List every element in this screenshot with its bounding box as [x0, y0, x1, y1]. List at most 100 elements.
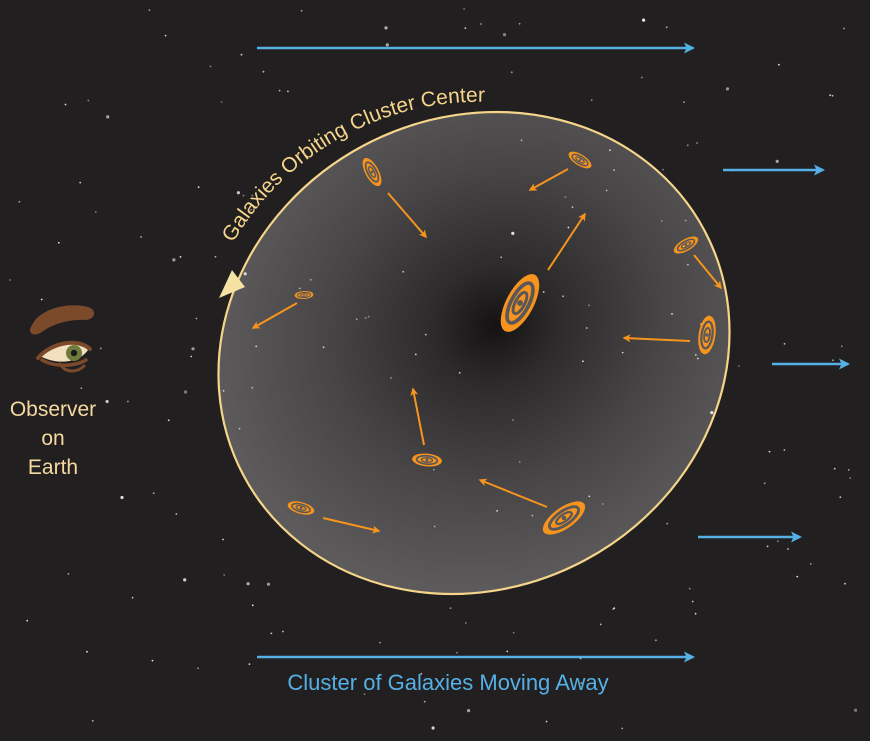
star-icon	[26, 619, 29, 622]
star-icon	[531, 514, 534, 517]
star-icon	[86, 650, 88, 653]
star-icon	[222, 389, 225, 392]
star-icon	[796, 575, 799, 578]
star-icon	[120, 495, 124, 500]
star-icon	[710, 411, 714, 415]
star-icon	[278, 89, 281, 92]
star-icon	[605, 189, 608, 192]
star-icon	[248, 663, 251, 665]
star-icon	[385, 43, 389, 47]
star-icon	[184, 390, 188, 394]
star-icon	[300, 9, 303, 12]
star-icon	[423, 700, 426, 703]
star-icon	[209, 65, 212, 68]
star-icon	[496, 510, 498, 512]
star-icon	[766, 545, 769, 548]
star-icon	[671, 313, 673, 315]
star-icon	[148, 9, 151, 12]
star-icon	[384, 26, 388, 30]
star-icon	[220, 101, 223, 103]
star-icon	[322, 346, 325, 349]
motion-arrow-icon	[251, 302, 298, 329]
star-icon	[167, 419, 170, 422]
star-icon	[18, 200, 21, 203]
motion-arrow-icon	[410, 387, 425, 446]
star-icon	[79, 181, 82, 184]
star-icon	[666, 522, 669, 525]
star-icon	[242, 194, 245, 197]
star-icon	[298, 287, 301, 290]
star-icon	[40, 298, 43, 301]
star-icon	[849, 477, 852, 479]
star-icon	[694, 612, 697, 615]
observer-eye	[30, 305, 95, 373]
star-icon	[567, 226, 570, 229]
motion-arrow-icon	[547, 212, 586, 271]
star-icon	[251, 386, 254, 389]
cluster-motion-arrows	[257, 42, 850, 663]
star-icon	[197, 667, 199, 670]
star-icon	[464, 622, 467, 624]
star-icon	[738, 365, 740, 367]
star-icon	[686, 144, 689, 147]
star-icon	[151, 659, 154, 662]
star-icon	[105, 399, 109, 404]
star-icon	[609, 149, 611, 152]
star-icon	[640, 76, 643, 79]
star-icon	[665, 26, 668, 29]
star-icon	[251, 604, 254, 607]
motion-arrow-icon	[322, 517, 381, 534]
star-icon	[402, 270, 405, 273]
star-icon	[660, 220, 663, 222]
star-icon	[571, 206, 574, 209]
star-icon	[684, 219, 687, 222]
star-icon	[506, 650, 509, 653]
star-icon	[127, 400, 129, 403]
star-icon	[414, 353, 417, 356]
star-icon	[809, 563, 812, 565]
star-icon	[775, 159, 779, 163]
star-icon	[520, 139, 523, 142]
star-icon	[243, 272, 247, 276]
star-icon	[179, 256, 182, 258]
star-icon	[99, 347, 102, 350]
star-icon	[431, 726, 435, 730]
star-icon	[518, 22, 521, 25]
star-icon	[363, 693, 366, 696]
star-icon	[195, 317, 198, 320]
star-icon	[250, 208, 253, 211]
star-icon	[152, 492, 155, 494]
star-icon	[238, 427, 241, 430]
motion-arrow-icon	[478, 478, 548, 508]
star-icon	[458, 371, 461, 374]
star-icon	[613, 169, 615, 172]
star-icon	[64, 103, 67, 106]
star-icon	[364, 317, 367, 319]
orbit-ellipse	[217, 110, 731, 596]
star-icon	[197, 186, 200, 189]
star-icon	[287, 90, 289, 93]
star-icon	[500, 256, 503, 259]
eyebrow-icon	[30, 305, 95, 335]
star-icon	[246, 582, 250, 586]
motion-arrow-icon	[693, 254, 722, 290]
star-icon	[588, 304, 590, 307]
star-icon	[696, 357, 699, 360]
bottom-caption: Cluster of Galaxies Moving Away	[287, 670, 609, 695]
star-icon	[449, 607, 452, 609]
star-icon	[379, 641, 381, 644]
star-icon	[106, 115, 110, 119]
star-icon	[191, 347, 195, 351]
star-icon	[696, 142, 698, 144]
star-icon	[67, 573, 70, 575]
eye-icon	[36, 340, 92, 373]
star-icon	[502, 33, 507, 37]
star-icon	[694, 354, 697, 356]
star-icon	[687, 263, 689, 266]
star-icon	[585, 327, 588, 329]
star-icon	[601, 503, 604, 505]
star-icon	[829, 94, 831, 97]
star-icon	[420, 672, 423, 675]
star-icon	[94, 211, 97, 213]
